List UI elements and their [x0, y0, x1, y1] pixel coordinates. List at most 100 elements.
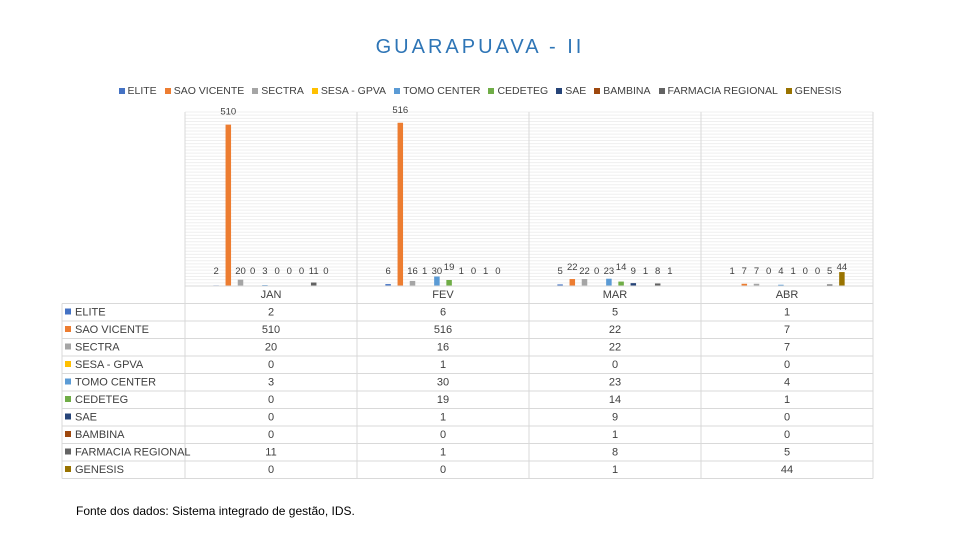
data-label: 3: [262, 266, 267, 277]
table-cell: 0: [612, 359, 618, 371]
legend-swatch: [252, 88, 259, 94]
table-cell: 7: [784, 324, 790, 336]
table-cell: 1: [440, 359, 446, 371]
table-legend-key: [65, 308, 71, 315]
legend-item: SECTRA: [252, 85, 304, 97]
table-cell: 6: [440, 307, 446, 319]
table-row-label: ELITE: [75, 307, 106, 319]
data-label: 0: [250, 266, 255, 277]
data-label: 0: [274, 266, 279, 277]
table-row-label: GENESIS: [75, 464, 124, 476]
bar: [557, 284, 563, 286]
data-label: 0: [495, 266, 500, 277]
legend-item: BAMBINA: [594, 85, 651, 97]
table-cell: 11: [265, 447, 276, 459]
legend-label: FARMACIA REGIONAL: [667, 85, 778, 97]
data-label: 23: [604, 266, 615, 277]
table-row-label: SESA - GPVA: [75, 359, 144, 371]
legend-label: SECTRA: [261, 85, 304, 97]
data-label: 1: [459, 266, 464, 277]
table-cell: 19: [437, 394, 449, 406]
table-cell: 5: [612, 307, 618, 319]
bar: [569, 279, 576, 286]
table-cell: 516: [434, 324, 452, 336]
data-label: 4: [778, 266, 783, 277]
data-label: 510: [220, 107, 236, 118]
table-cell: 0: [268, 412, 274, 424]
bar: [839, 272, 845, 286]
table-legend-key: [65, 431, 71, 437]
data-label: 20: [235, 266, 246, 277]
table-cell: 8: [612, 447, 618, 459]
data-label: 0: [299, 266, 304, 277]
table-cell: 0: [440, 464, 446, 476]
legend-swatch: [164, 88, 171, 94]
legend-swatch: [785, 88, 792, 94]
table-cell: 0: [268, 429, 274, 441]
data-label: 1: [483, 266, 488, 277]
chart-legend: ELITE SAO VICENTE SECTRA SESA - GPVA TOMO CE…: [0, 85, 960, 97]
table-cell: 9: [612, 412, 618, 424]
table-cell: 0: [440, 429, 446, 441]
table-row-label: BAMBINA: [75, 429, 125, 441]
category-label: JAN: [261, 289, 282, 301]
data-label: 2: [213, 266, 218, 277]
data-label: 6: [385, 266, 390, 277]
table-cell: 0: [268, 359, 274, 371]
bar: [237, 279, 244, 286]
legend-item: SAE: [556, 85, 586, 97]
bar: [753, 283, 760, 286]
table-legend-key: [65, 361, 71, 367]
bar: [434, 276, 440, 286]
data-label: 8: [655, 266, 660, 277]
bar: [630, 283, 637, 286]
table-cell: 7: [784, 342, 790, 354]
table-cell: 2: [268, 307, 274, 319]
data-label: 7: [742, 266, 747, 277]
data-label: 5: [557, 266, 562, 277]
table-row-label: SAE: [75, 412, 97, 424]
table-cell: 0: [784, 359, 790, 371]
table-cell: 3: [268, 377, 274, 389]
data-label: 19: [444, 262, 455, 273]
legend-swatch: [594, 88, 601, 94]
table-legend-key: [65, 466, 71, 472]
table-legend-key: [65, 326, 71, 332]
table-cell: 16: [437, 342, 449, 354]
legend-item: FARMACIA REGIONAL: [658, 85, 778, 97]
bar: [310, 282, 317, 286]
table-row-label: SECTRA: [75, 342, 120, 354]
data-label: 0: [766, 266, 771, 277]
chart-title: GUARAPUAVA - II: [375, 36, 585, 58]
legend-label: GENESIS: [794, 85, 842, 97]
legend-swatch: [394, 88, 401, 94]
legend-swatch: [488, 88, 495, 94]
data-label: 11: [309, 266, 319, 277]
legend-label: SESA - GPVA: [320, 85, 387, 97]
table-cell: 1: [440, 447, 446, 459]
table-cell: 0: [268, 464, 274, 476]
table-legend-key: [65, 448, 71, 455]
data-label: 44: [837, 262, 848, 273]
table-legend-key: [65, 396, 71, 402]
legend-item: TOMO CENTER: [394, 85, 480, 97]
data-label: 0: [815, 266, 820, 277]
data-label: 0: [594, 266, 599, 277]
data-label: 9: [631, 266, 636, 277]
table-cell: 30: [437, 377, 449, 389]
data-label: 1: [643, 266, 648, 277]
legend-label: CEDETEG: [497, 85, 549, 97]
legend-label: SAE: [565, 85, 587, 97]
data-label: 0: [471, 266, 476, 277]
legend-item: GENESIS: [785, 85, 842, 97]
legend-item: SAO VICENTE: [164, 85, 244, 97]
legend-item: SESA - GPVA: [311, 85, 387, 97]
legend-label: BAMBINA: [603, 85, 651, 97]
table-cell: 510: [262, 324, 280, 336]
table-legend-key: [65, 413, 71, 420]
data-label: 22: [567, 262, 578, 273]
table-cell: 5: [784, 447, 790, 459]
table-cell: 1: [612, 464, 618, 476]
table-cell: 1: [440, 412, 446, 424]
